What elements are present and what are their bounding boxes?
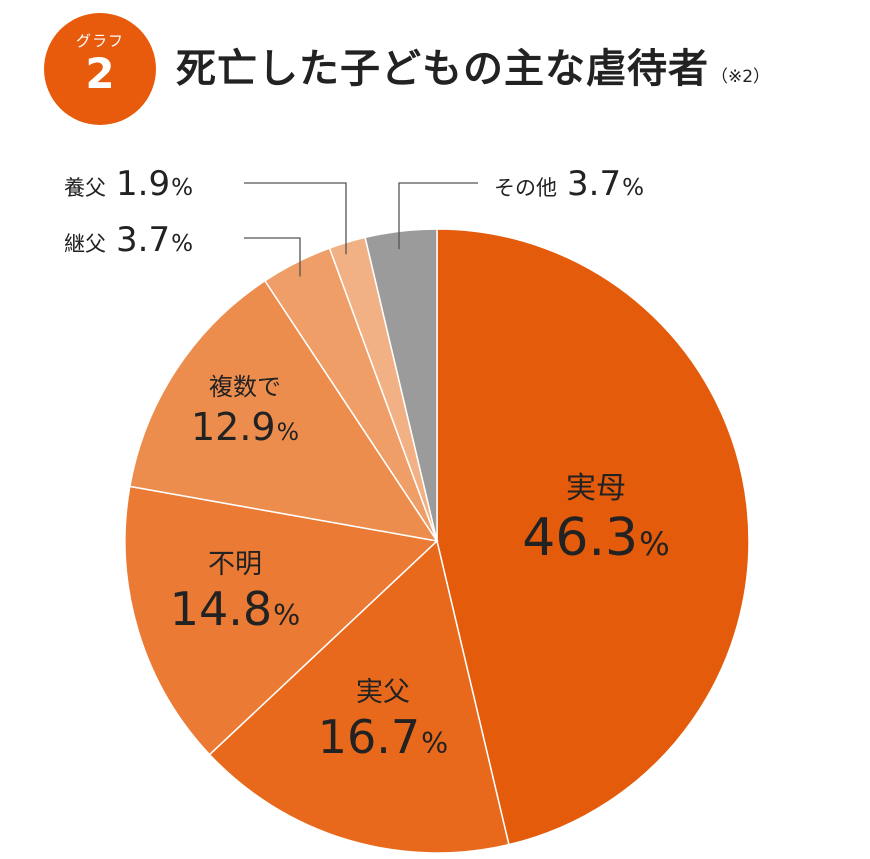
slice-name: その他 [494, 176, 557, 200]
label-sonota: その他 3.7% [494, 164, 644, 204]
pie-slice-3 [128, 279, 439, 543]
pie-slice-2 [124, 485, 439, 756]
badge-number: 2 [85, 49, 115, 98]
leader-yofu [244, 182, 347, 255]
slice-value: 1.9% [116, 164, 194, 204]
pie-slice-1 [208, 539, 510, 854]
slice-name: 複数で [209, 373, 281, 401]
slice-name: 実父 [356, 677, 410, 708]
pie-slice-6 [364, 228, 438, 542]
slice-value: 16.7% [317, 710, 449, 764]
label-fukusu: 複数で 12.9% [165, 370, 325, 455]
slice-value: 12.9% [191, 405, 299, 449]
chart-title: 死亡した子どもの主な虐待者 （※2） [176, 36, 770, 94]
slice-value: 3.7% [567, 164, 645, 204]
label-jitsufu: 実父 16.7% [298, 676, 468, 771]
label-fumei: 不明 14.8% [150, 548, 320, 643]
slice-value: 14.8% [169, 582, 301, 636]
badge-label: グラフ [75, 32, 124, 50]
label-yofu: 養父 1.9% [64, 164, 193, 204]
slice-name: 養父 [64, 176, 106, 200]
label-jitsubo: 実母 46.3% [506, 470, 686, 574]
pie-slice-0 [436, 228, 750, 846]
chart-title-text: 死亡した子どもの主な虐待者 [176, 46, 709, 92]
graph-badge: グラフ 2 [44, 13, 156, 125]
leader-sonota [398, 182, 478, 250]
title-note: （※2） [711, 67, 771, 87]
slice-value: 3.7% [116, 220, 194, 260]
slice-value: 46.3% [522, 508, 670, 568]
leader-keifu [244, 237, 301, 277]
label-keifu: 継父 3.7% [64, 220, 193, 260]
slice-name: 継父 [64, 232, 106, 256]
slice-name: 実母 [566, 471, 626, 506]
slice-name: 不明 [208, 549, 262, 580]
